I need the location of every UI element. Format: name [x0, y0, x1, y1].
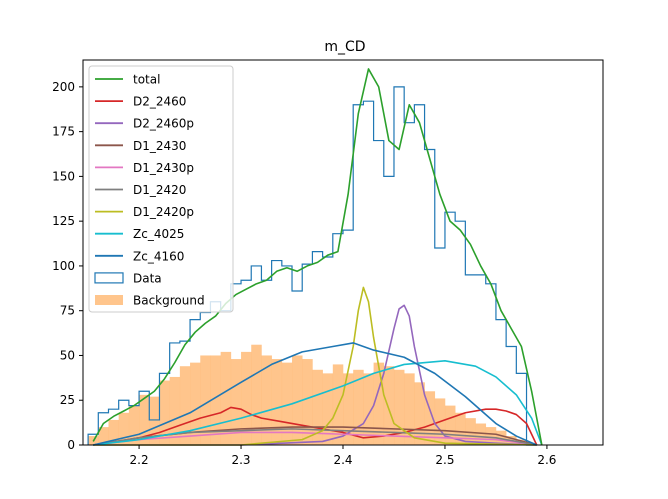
background-bar: [149, 396, 160, 445]
background-bar: [444, 405, 456, 445]
series-line-d2_2460: [93, 406, 538, 446]
background-bar: [169, 376, 181, 445]
legend-entry-background: Background: [95, 294, 205, 308]
background-bar: [363, 373, 374, 445]
legend-label: Data: [133, 271, 162, 285]
y-tick-label: 125: [52, 214, 75, 228]
y-tick-label: 50: [60, 348, 75, 362]
background-bar: [118, 412, 130, 445]
y-tick-label: 75: [60, 304, 75, 318]
x-tick-label: 2.3: [231, 453, 250, 467]
background-bar: [230, 359, 242, 445]
legend-entry-d1_2430: D1_2430: [95, 139, 186, 153]
x-tick-label: 2.5: [435, 453, 454, 467]
background-bar: [302, 359, 313, 445]
background-bar: [353, 369, 364, 445]
background-bar: [414, 382, 425, 445]
legend-label: D2_2460: [133, 95, 186, 109]
legend-label: D1_2430p: [133, 161, 194, 175]
axes: 2.2 2.3 2.4 2.5 2.6 0 25 50 75 100 125 150 175 200: [52, 59, 604, 467]
background-bar: [281, 362, 293, 445]
background-bar: [159, 380, 170, 445]
background-bar: [373, 362, 385, 445]
y-tick-label: 175: [52, 125, 75, 139]
background-bar: [210, 355, 221, 445]
background-bar: [251, 344, 262, 445]
legend-entry-d1_2420: D1_2420: [95, 183, 186, 197]
y-tick-label: 25: [60, 393, 75, 407]
legend-label: Zc_4160: [133, 249, 184, 263]
background-bar: [343, 373, 354, 445]
background-bar: [485, 427, 497, 445]
legend-label: D2_2460p: [133, 117, 194, 131]
legend-entry-data: Data: [94, 271, 162, 285]
background-bar: [312, 369, 323, 445]
y-tick-label: 200: [52, 80, 75, 94]
series-line-zc_4160: [93, 342, 538, 446]
series-line-d2_2460p: [93, 304, 537, 446]
legend-label: D1_2420: [133, 183, 186, 197]
legend-label: D1_2420p: [133, 205, 194, 219]
x-tick-label: 2.4: [333, 453, 352, 467]
legend-label: Background: [133, 294, 205, 308]
legend-entry-total: total: [95, 73, 160, 87]
legend-entry-d2_2460p: D2_2460p: [95, 117, 194, 131]
legend-entry-d1_2420p: D1_2420p: [95, 205, 194, 219]
background-bar: [475, 423, 487, 445]
legend-label: D1_2430: [133, 139, 186, 153]
legend-entry-zc_4160: Zc_4160: [95, 249, 184, 263]
background-bar: [383, 366, 395, 445]
background-bar: [292, 355, 303, 445]
legend-box: [88, 65, 234, 313]
background-bar: [322, 373, 334, 445]
background-bar: [220, 351, 232, 445]
background-bar: [241, 351, 252, 445]
plot-area: [87, 68, 543, 446]
background-bar: [465, 418, 476, 445]
legend: total D2_2460 D2_2460p D1_2430 D1_2430p D1_24…: [88, 65, 234, 313]
background-bar: [190, 362, 201, 445]
background-bar: [98, 427, 109, 445]
background-bar: [139, 394, 150, 445]
legend-label: Zc_4025: [133, 227, 184, 241]
chart-title: m_CD: [324, 39, 365, 55]
x-tick-label: 2.2: [130, 453, 149, 467]
legend-entry-zc_4025: Zc_4025: [95, 227, 184, 241]
data-step-histogram: [87, 86, 537, 446]
background-bar: [393, 369, 405, 445]
legend-fill-swatch: [95, 295, 123, 305]
series-line-d1_2420p: [93, 286, 537, 446]
background-bar: [261, 355, 272, 445]
legend-entry-d2_2460: D2_2460: [95, 95, 186, 109]
series-line-total: [92, 68, 543, 446]
background-bar: [108, 419, 119, 445]
y-tick-label: 150: [52, 169, 75, 183]
legend-entry-d1_2430p: D1_2430p: [95, 161, 194, 175]
y-tick-label: 100: [52, 259, 75, 273]
series-line-zc_4025: [93, 360, 543, 446]
background-bar: [455, 412, 466, 445]
background-bar: [271, 359, 283, 445]
background-bar: [128, 405, 140, 445]
legend-label: total: [133, 73, 160, 87]
background-bar: [404, 373, 415, 445]
background-bar: [179, 366, 191, 445]
y-tick-label: 0: [67, 438, 75, 452]
background-bar: [200, 355, 211, 445]
x-tick-label: 2.6: [537, 453, 556, 467]
legend-outline-swatch: [94, 272, 124, 284]
background-bar: [495, 430, 507, 445]
background-bar: [424, 391, 436, 445]
